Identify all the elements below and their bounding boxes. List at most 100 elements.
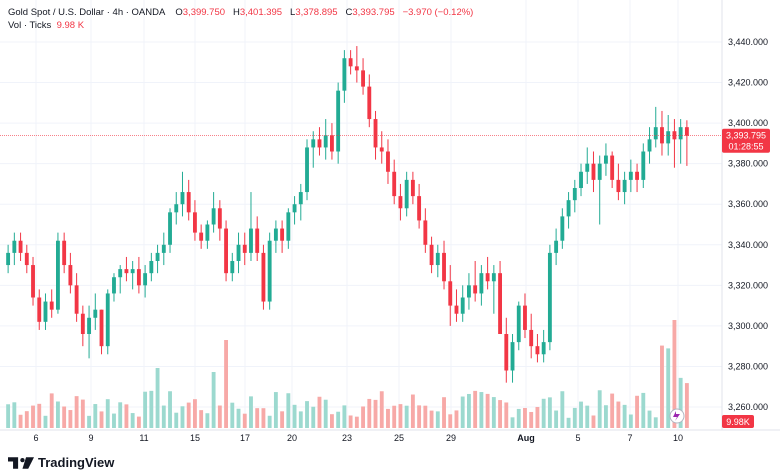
candle-body — [193, 212, 197, 233]
candle-body — [62, 240, 67, 266]
volume-bar — [641, 392, 646, 428]
candle-body — [124, 269, 129, 274]
volume-bar — [161, 405, 166, 428]
candle-body — [404, 179, 409, 209]
x-tick-label: 25 — [394, 433, 404, 443]
volume-bar — [168, 391, 172, 428]
candle-body — [249, 228, 253, 253]
candle-body — [211, 208, 216, 225]
volume-bar — [442, 397, 446, 428]
volume-bar — [398, 404, 403, 428]
candle-body — [217, 208, 222, 229]
volume-bar — [155, 368, 160, 428]
x-tick-label: 17 — [240, 433, 250, 443]
candle-body — [6, 252, 11, 266]
tradingview-logo[interactable]: TradingView — [8, 455, 114, 470]
candle-body — [435, 252, 440, 266]
price-axis[interactable]: 3,440.000 3,420.000 3,400.000 3,380.000 3,36… — [728, 37, 768, 412]
candle-body — [628, 171, 633, 180]
candle-body — [87, 317, 91, 334]
volume-bar — [572, 407, 577, 428]
volume-bar — [417, 405, 422, 428]
volume-bar — [37, 403, 42, 428]
x-tick-label: 20 — [287, 433, 297, 443]
candle-body — [161, 244, 166, 253]
candle-body — [591, 163, 596, 180]
candle-body — [43, 301, 48, 322]
candle-body — [597, 163, 602, 180]
candle-body — [541, 342, 546, 355]
volume-bar — [516, 408, 521, 428]
volume-bar — [80, 399, 85, 428]
y-tick-label: 3,420.000 — [728, 78, 768, 88]
x-tick-label: 11 — [139, 433, 148, 443]
candle-body — [616, 179, 621, 193]
candle-body — [379, 147, 384, 152]
candle-body — [417, 196, 422, 221]
candle-body — [678, 127, 683, 140]
candle-body — [392, 171, 397, 197]
volume-bar — [554, 410, 559, 428]
candle-body — [442, 252, 446, 282]
volume-bar — [504, 402, 509, 428]
candles — [6, 46, 689, 383]
volume-bar — [392, 405, 397, 428]
open-label: O — [175, 7, 183, 18]
volume-bar — [255, 408, 260, 428]
volume-bar — [136, 416, 141, 428]
y-tick-label: 3,440.000 — [728, 37, 768, 47]
volume-bar — [336, 411, 341, 428]
volume-bar — [541, 398, 546, 428]
volume-label[interactable]: Vol · Ticks — [8, 20, 52, 31]
candle-body — [498, 273, 502, 334]
volume-bar — [93, 404, 98, 428]
time-axis[interactable]: 6 9 11 15 17 20 23 25 29 Aug 5 7 10 — [33, 433, 683, 443]
high-value: 3,401.395 — [239, 7, 283, 18]
candle-body — [485, 273, 490, 282]
close-label: C — [345, 7, 353, 18]
replay-icon[interactable] — [669, 408, 685, 424]
volume-bar — [666, 348, 671, 428]
y-tick-label: 3,320.000 — [728, 280, 768, 290]
candle-body — [267, 240, 272, 302]
volume-bar — [523, 407, 527, 428]
x-tick-label: 29 — [446, 433, 456, 443]
volume-bar — [211, 372, 216, 428]
candle-body — [93, 309, 98, 318]
symbol-title[interactable]: Gold Spot / U.S. Dollar · 4h · OANDA — [8, 7, 165, 18]
candle-body — [273, 228, 278, 241]
candle-body — [292, 204, 297, 213]
volume-bar — [491, 397, 496, 428]
candle-body — [610, 155, 615, 180]
candle-body — [516, 305, 521, 343]
candle-body — [37, 297, 42, 322]
volume-bar — [130, 413, 135, 428]
volume-bar — [610, 393, 615, 428]
y-tick-label: 3,340.000 — [728, 240, 768, 250]
volume-bar — [566, 417, 571, 428]
candle-body — [305, 147, 309, 193]
volume-bar — [342, 405, 347, 428]
change-value: −3.970 (−0.12%) — [402, 7, 474, 18]
candle-body — [572, 188, 577, 201]
candle-body — [604, 155, 608, 164]
volume-bar — [354, 416, 359, 428]
volume-bar — [454, 410, 459, 428]
candle-body — [80, 313, 85, 334]
volume-bar — [460, 396, 465, 428]
volume-tag-label: 9.98K — [726, 417, 750, 427]
candle-body — [155, 252, 160, 261]
candle-body — [280, 228, 285, 241]
candle-body — [149, 261, 154, 274]
candle-body — [68, 265, 73, 286]
x-tick-label: 5 — [575, 433, 580, 443]
candle-body — [136, 269, 141, 286]
volume-bar — [118, 402, 123, 428]
candle-body — [373, 119, 378, 148]
candle-body — [180, 192, 185, 205]
tradingview-logo-icon — [8, 456, 34, 469]
candle-body — [460, 297, 465, 314]
volume-bar — [199, 410, 204, 428]
